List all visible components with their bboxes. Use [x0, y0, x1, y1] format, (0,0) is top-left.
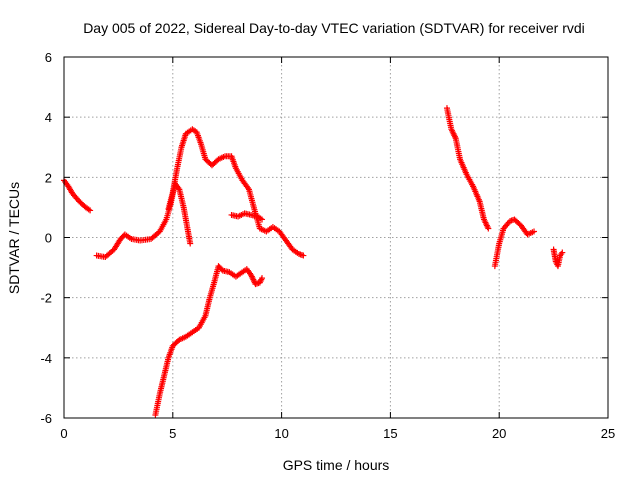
series-track-b [93, 180, 194, 261]
y-tick-label: -2 [40, 291, 52, 306]
x-tick-label: 15 [383, 426, 397, 441]
series-track-d [228, 210, 266, 223]
series-track-e [152, 263, 266, 418]
x-tick-label: 10 [274, 426, 288, 441]
data-point [485, 225, 492, 232]
x-tick-label: 20 [492, 426, 506, 441]
x-tick-label: 0 [60, 426, 67, 441]
data-point [87, 207, 94, 214]
data-point [259, 275, 266, 282]
axis-ticks: 0 5 10 15 20 25 -6 -4 -2 0 2 4 6 [40, 50, 615, 441]
x-tick-label: 25 [601, 426, 615, 441]
data-point [300, 252, 307, 259]
y-tick-label: -6 [40, 411, 52, 426]
y-tick-label: -4 [40, 351, 52, 366]
data-point [531, 228, 538, 235]
x-tick-label: 5 [169, 426, 176, 441]
y-tick-label: 2 [45, 170, 52, 185]
series-track-a [61, 177, 94, 214]
series-track-c [165, 126, 307, 259]
chart-title: Day 005 of 2022, Sidereal Day-to-day VTE… [83, 20, 585, 36]
series-track-f [443, 105, 492, 232]
data-point [559, 249, 566, 256]
y-tick-label: 4 [45, 110, 52, 125]
data-point [259, 216, 266, 223]
data-point [187, 240, 194, 247]
series-track-h [550, 246, 566, 270]
y-axis-label: SDTVAR / TECUs [6, 182, 22, 294]
grid [64, 57, 608, 418]
data-marks [61, 105, 566, 418]
x-axis-label: GPS time / hours [283, 457, 390, 473]
y-tick-label: 0 [45, 231, 52, 246]
y-tick-label: 6 [45, 50, 52, 65]
series-track-g [491, 216, 538, 270]
